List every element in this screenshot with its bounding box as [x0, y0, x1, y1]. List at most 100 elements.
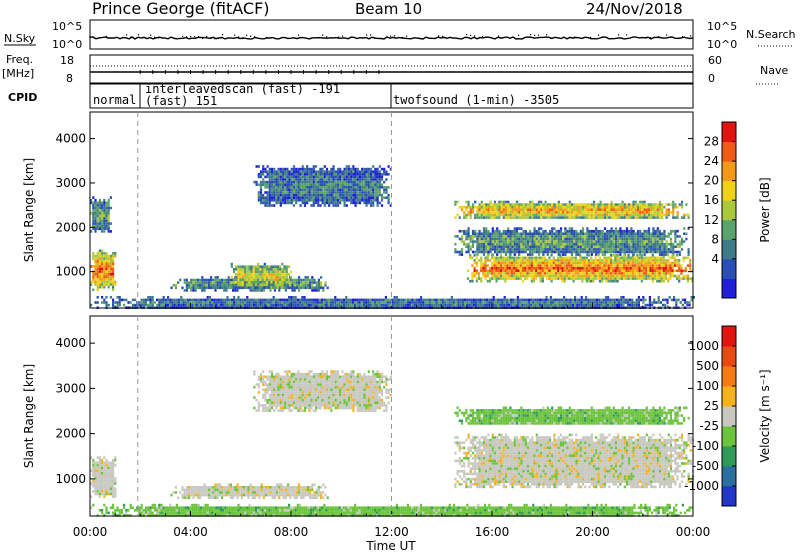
nsearch-point [138, 34, 140, 36]
time-tick-label: 00:00 [676, 525, 711, 539]
colorbar-segment [722, 446, 736, 467]
time-tick-label: 12:00 [374, 525, 409, 539]
nave-label: Nave [760, 64, 788, 77]
nsearch-point [246, 34, 248, 36]
colorbar-tick-label: 100 [696, 379, 719, 393]
colorbar-segment [722, 200, 736, 221]
velocity-colorbar-label: Velocity [m s⁻¹] [758, 369, 772, 462]
nsky-tick-bottom: 10^0 [52, 38, 82, 51]
nsearch-point [546, 34, 548, 36]
y-tick-label: 2000 [55, 427, 86, 441]
colorbar-segment [722, 239, 736, 260]
nsearch-point [690, 35, 692, 37]
nsearch-point [470, 34, 472, 36]
colorbar-tick-label: 500 [696, 359, 719, 373]
nsearch-point [498, 35, 500, 37]
nsearch-point [390, 35, 392, 37]
nsearch-point [130, 36, 132, 38]
echo-region [466, 253, 694, 283]
nsearch-point [190, 36, 192, 38]
nsearch-tick-bottom: 10^0 [707, 38, 737, 51]
y-tick-label: 4000 [55, 336, 86, 350]
nsearch-point [242, 38, 244, 40]
colorbar-segment [722, 466, 736, 487]
power-time-markers [137, 112, 392, 308]
nsearch-point [626, 34, 628, 36]
nsearch-point [150, 34, 152, 36]
colorbar-tick-label: 4 [711, 252, 719, 266]
power-echoes [90, 165, 695, 309]
nsearch-point [174, 37, 176, 40]
nsearch-label: N.Search [746, 28, 796, 41]
echo-region [230, 262, 293, 289]
nsearch-point [538, 34, 540, 36]
colorbar-tick-label: -100 [692, 439, 719, 453]
colorbar-tick-label: 1000 [688, 339, 719, 353]
nsearch-point [534, 34, 536, 36]
date-title: 24/Nov/2018 [586, 0, 683, 18]
nsearch-point [210, 37, 212, 39]
nsky-label: N.Sky [4, 32, 36, 45]
y-tick-label: 1000 [55, 472, 86, 486]
nsearch-point [386, 36, 388, 38]
colorbar-tick-label: 12 [704, 213, 719, 227]
nsearch-point [222, 34, 224, 36]
y-tick-label: 2000 [55, 220, 86, 234]
colorbar-tick-label: 8 [711, 232, 719, 246]
echo-region [454, 406, 690, 425]
nsearch-point [342, 35, 344, 37]
colorbar-frame [721, 121, 737, 299]
nsearch-point [666, 34, 668, 36]
nsearch-point [266, 36, 268, 38]
freq-tick-top: 18 [60, 54, 74, 67]
power-y-label: Slant Range [km] [22, 158, 36, 262]
nsearch-point [398, 36, 400, 39]
beam-title: Beam 10 [355, 0, 422, 18]
nsearch-point [530, 34, 532, 36]
time-tick-label: 20:00 [575, 525, 610, 539]
nsearch-point [338, 36, 340, 38]
nsearch-point [518, 34, 520, 36]
colorbar-tick-label: 25 [704, 399, 719, 413]
nsearch-point [466, 34, 468, 36]
freq-tick-bottom: 8 [66, 72, 73, 85]
colorbar-tick-label: -25 [699, 419, 719, 433]
colorbar-segment [722, 278, 736, 299]
power-y-ticks: 1000 2000 3000 4000 [55, 132, 694, 308]
nsearch-point [482, 35, 484, 38]
colorbar-tick-label: 24 [704, 154, 719, 168]
nsearch-point [250, 35, 252, 37]
nsearch-point [326, 36, 328, 38]
colorbar-segment [722, 141, 736, 162]
cpid-panel: CPID normal interleavedscan (fast) -191 … [8, 82, 694, 109]
nsearch-tick-top: 10^5 [707, 20, 737, 33]
echo-region [454, 227, 690, 256]
nsearch-point [394, 35, 396, 37]
velocity-y-label: Slant Range [km] [22, 364, 36, 468]
y-tick-label: 4000 [55, 132, 86, 146]
freq-unit-label: [MHz] [2, 67, 34, 80]
nsearch-point [658, 36, 660, 38]
cpid-label: CPID [8, 91, 37, 104]
colorbar-segment [722, 386, 736, 407]
time-tick-label: 08:00 [274, 525, 309, 539]
nsearch-point [442, 35, 444, 37]
nsearch-point [194, 36, 196, 38]
nsearch-point [574, 36, 576, 38]
nsky-line [89, 36, 694, 40]
cpid-segment-normal: normal [93, 93, 136, 107]
station-title: Prince George (fitACF) [92, 0, 270, 18]
nsearch-point [238, 36, 240, 38]
nsearch-point [310, 38, 312, 40]
colorbar-segment [722, 219, 736, 240]
nsearch-point [682, 36, 684, 38]
velocity-time-markers [137, 316, 392, 516]
colorbar-segment [722, 346, 736, 367]
nsearch-point [214, 38, 216, 40]
nsearch-point [206, 35, 208, 38]
time-tick-label: 16:00 [475, 525, 510, 539]
time-axis: 00:00 04:00 08:00 12:00 16:00 20:00 00:00 [73, 525, 711, 539]
nsky-tick-top: 10^5 [52, 20, 82, 33]
echo-region [90, 196, 112, 233]
nsearch-point [126, 34, 128, 36]
